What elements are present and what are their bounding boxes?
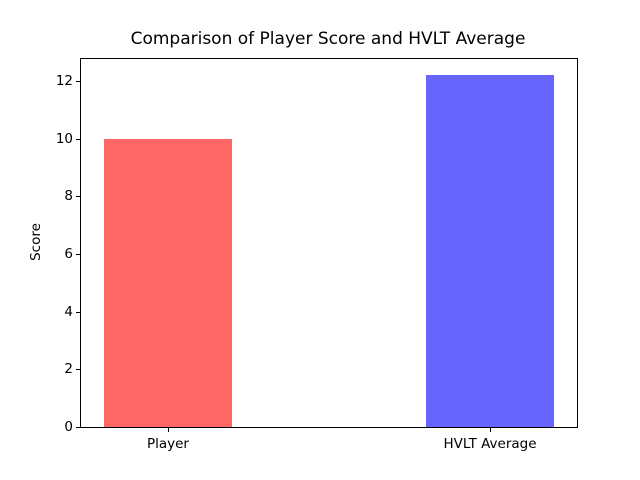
y-tick-label: 2 [64, 361, 73, 378]
x-tick [167, 428, 169, 432]
y-tick [76, 138, 80, 140]
bar-player [103, 138, 233, 427]
chart-title: Comparison of Player Score and HVLT Aver… [130, 29, 526, 49]
bar-hvlt-average [425, 75, 555, 427]
y-tick-label: 0 [64, 419, 73, 435]
x-tick-label-player: Player [146, 436, 189, 452]
y-tick [76, 80, 80, 82]
y-tick-label: 12 [55, 72, 73, 89]
plot-area: 0 2 4 6 8 10 12 Player HVLT Average [56, 58, 578, 452]
y-tick-label: 8 [64, 188, 73, 205]
y-tick [76, 253, 80, 255]
y-tick-label: 4 [64, 303, 73, 320]
x-tick [490, 428, 492, 432]
x-tick-label-hvlt-average: HVLT Average [443, 436, 537, 452]
y-tick-label: 6 [64, 245, 73, 262]
y-tick [76, 427, 80, 428]
y-tick [76, 369, 80, 371]
y-tick [76, 311, 80, 313]
y-tick-label: 10 [55, 130, 73, 147]
y-tick [76, 196, 80, 198]
